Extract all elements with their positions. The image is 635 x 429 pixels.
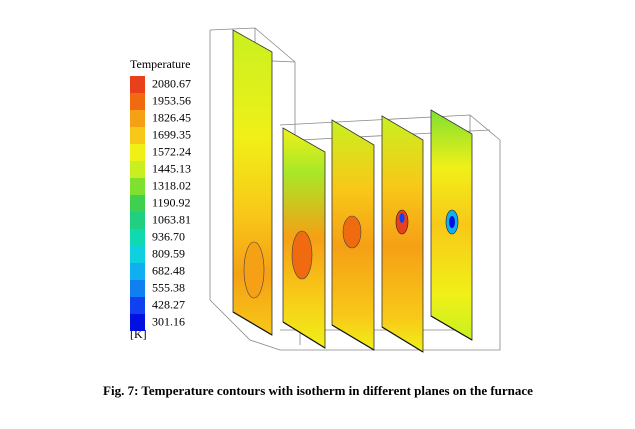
legend-swatch xyxy=(130,178,145,195)
legend-swatch xyxy=(130,93,145,110)
legend-swatch xyxy=(130,195,145,212)
legend-swatch xyxy=(130,263,145,280)
legend-title: Temperature xyxy=(130,57,190,71)
legend-level: 1445.13 xyxy=(152,161,191,175)
legend-level: 1572.24 xyxy=(152,144,191,158)
legend-swatch xyxy=(130,161,145,178)
legend-level: 301.16 xyxy=(152,314,185,328)
legend-level: 1953.56 xyxy=(152,93,191,107)
legend-swatch xyxy=(130,76,145,93)
legend-level: 1190.92 xyxy=(152,195,191,209)
legend-swatch xyxy=(130,314,145,331)
legend-level: 1699.35 xyxy=(152,127,191,141)
legend: Temperature [K] 2080.671953.561826.45169… xyxy=(130,57,191,341)
furnace-render xyxy=(209,27,501,353)
legend-swatch xyxy=(130,280,145,297)
legend-swatch xyxy=(130,246,145,263)
legend-level: 936.70 xyxy=(152,229,185,243)
legend-level: 809.59 xyxy=(152,246,185,260)
legend-level: 1826.45 xyxy=(152,110,191,124)
legend-level: 682.48 xyxy=(152,263,185,277)
legend-level: 1063.81 xyxy=(152,212,191,226)
legend-swatch xyxy=(130,110,145,127)
legend-swatch xyxy=(130,297,145,314)
caption: Fig. 7: Temperature contours with isothe… xyxy=(103,383,533,398)
legend-level: 428.27 xyxy=(152,297,185,311)
legend-swatch xyxy=(130,212,145,229)
legend-level: 2080.67 xyxy=(152,76,191,90)
legend-level: 1318.02 xyxy=(152,178,191,192)
legend-swatch xyxy=(130,127,145,144)
legend-level: 555.38 xyxy=(152,280,185,294)
legend-swatch xyxy=(130,229,145,246)
legend-swatch xyxy=(130,144,145,161)
